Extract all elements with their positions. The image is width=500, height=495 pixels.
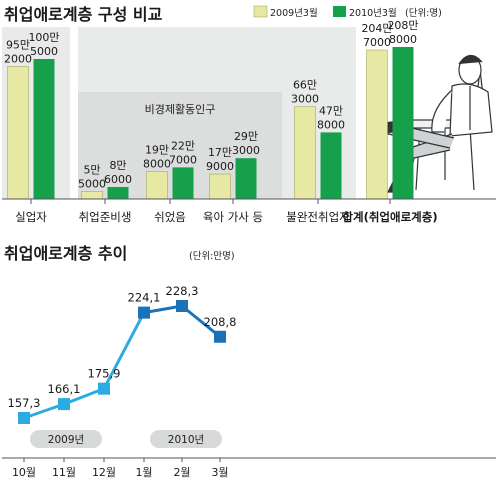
line-chart-panel	[2, 268, 496, 458]
bar-chart-title: 취업애로계층 구성 비교	[4, 5, 163, 24]
line-x-label-1: 11월	[52, 466, 76, 479]
legend-swatch-2010	[333, 6, 346, 17]
bar-2010년3월-1	[107, 187, 129, 199]
bar-value-label-2009년3월-2: 19만	[145, 143, 169, 156]
line-x-label-4: 2월	[173, 466, 190, 479]
bar-value-label-2009년3월-5: 204만	[361, 22, 392, 35]
bar-series-group: 95만2000100만50005만50008만600019만800022만700…	[4, 19, 419, 200]
line-value-label-2: 175,9	[88, 367, 121, 381]
bar-category-label-3: 육아 가사 등	[203, 210, 263, 224]
bar-2010년3월-5	[392, 47, 414, 199]
line-x-label-3: 1월	[135, 466, 152, 479]
bar-value-sublabel-2010년3월-5: 8000	[389, 33, 417, 46]
line-point-4	[176, 300, 188, 312]
legend-label-2009: 2009년3월	[270, 7, 318, 19]
bar-value-sublabel-2010년3월-0: 5000	[30, 45, 58, 58]
bar-value-label-2010년3월-5: 208만	[387, 19, 418, 32]
bar-value-sublabel-2009년3월-3: 9000	[206, 160, 234, 173]
bar-2009년3월-3	[209, 173, 231, 200]
bar-value-sublabel-2009년3월-2: 8000	[143, 157, 171, 170]
bar-value-label-2010년3월-0: 100만	[28, 31, 59, 44]
line-value-label-3: 224,1	[128, 291, 161, 305]
line-point-5	[214, 330, 226, 343]
bar-2010년3월-4	[320, 132, 342, 199]
line-value-label-1: 166,1	[48, 382, 81, 396]
year-pill-2009	[30, 430, 102, 448]
bar-value-sublabel-2010년3월-4: 8000	[317, 118, 345, 131]
bar-2010년3월-0	[33, 59, 55, 199]
bar-2009년3월-5	[366, 49, 388, 200]
line-segment-3	[143, 304, 183, 315]
bar-category-label-5: 합계(취업애로계층)	[342, 210, 437, 224]
bar-value-label-2010년3월-3: 29만	[234, 130, 258, 143]
bar-2009년3월-1	[81, 191, 103, 200]
panel-divider	[70, 27, 78, 199]
line-value-label-4: 228,3	[166, 284, 199, 298]
bar-value-sublabel-2010년3월-2: 7000	[169, 153, 197, 166]
bar-2010년3월-3	[235, 158, 257, 199]
line-value-label-5: 208,8	[204, 315, 237, 329]
bar-2010년3월-2	[172, 167, 194, 199]
bar-value-sublabel-2010년3월-3: 3000	[232, 144, 260, 157]
bar-unit-note: (단위:명)	[405, 7, 442, 19]
line-segment-2	[102, 311, 146, 390]
bar-category-ticks	[30, 199, 391, 204]
legend-label-2010: 2010년3월	[349, 7, 397, 19]
line-chart-title: 취업애로계층 추이	[4, 244, 127, 263]
line-x-label-5: 3월	[211, 466, 228, 479]
line-x-labels: 10월 11월 12월 1월 2월 3월	[12, 458, 229, 479]
bar-2009년3월-0	[7, 66, 29, 200]
bar-2009년3월-2	[146, 171, 168, 200]
line-unit-note: (단위:만명)	[189, 250, 235, 262]
bar-value-label-2009년3월-0: 95만	[6, 38, 30, 51]
line-x-label-0: 10월	[12, 466, 36, 479]
bar-value-sublabel-2009년3월-1: 5000	[78, 177, 106, 190]
bar-value-sublabel-2009년3월-5: 7000	[363, 36, 391, 49]
line-segment-1	[63, 387, 105, 406]
bar-value-sublabel-2009년3월-0: 2000	[4, 52, 32, 65]
year-pill-2010	[150, 430, 222, 448]
bar-value-sublabel-2009년3월-4: 3000	[291, 93, 319, 106]
line-point-0	[18, 412, 30, 424]
line-value-label-0: 157,3	[8, 396, 41, 410]
legend-swatch-2009	[253, 5, 268, 18]
bar-category-label-2: 쉬었음	[154, 210, 186, 224]
bar-category-label-1: 취업준비생	[79, 210, 132, 224]
bar-category-label-4: 불완전취업자	[286, 210, 350, 224]
line-point-3	[138, 306, 150, 319]
bar-value-label-2009년3월-4: 66만	[293, 79, 317, 92]
bar-value-sublabel-2010년3월-1: 6000	[104, 173, 132, 186]
year-label-2010: 2010년	[168, 434, 204, 446]
bar-value-label-2010년3월-1: 8만	[109, 159, 126, 172]
line-segment-4	[181, 304, 221, 338]
bar-value-label-2009년3월-1: 5만	[83, 163, 100, 176]
bar-value-label-2010년3월-2: 22만	[171, 139, 195, 152]
line-segment-0	[23, 402, 65, 420]
line-point-1	[58, 398, 70, 411]
line-x-label-2: 12월	[92, 466, 116, 479]
bar-category-label-0: 실업자	[15, 210, 47, 224]
group-label: 비경제활동인구	[145, 102, 216, 116]
bar-value-label-2009년3월-3: 17만	[208, 146, 232, 159]
line-series-group: 157,3 166,1 175,9 224,1 228,3 208,8	[8, 284, 237, 424]
year-label-2009: 2009년	[48, 434, 84, 446]
bar-2009년3월-4	[294, 106, 316, 200]
line-point-2	[98, 382, 110, 395]
bar-value-label-2010년3월-4: 47만	[319, 104, 343, 117]
